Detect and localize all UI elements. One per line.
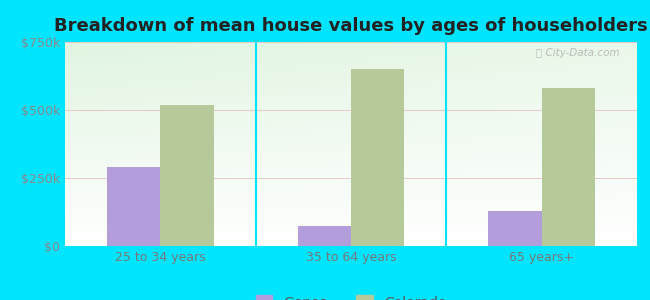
Title: Breakdown of mean house values by ages of householders: Breakdown of mean house values by ages o… [54, 17, 648, 35]
Bar [351, 69, 404, 246]
Bar [488, 211, 541, 246]
Bar [107, 167, 161, 246]
Bar [161, 105, 214, 246]
Text: ⓘ City-Data.com: ⓘ City-Data.com [536, 48, 620, 58]
Bar [298, 226, 351, 246]
Bar [541, 88, 595, 246]
Legend: Genoa, Colorado: Genoa, Colorado [250, 290, 452, 300]
